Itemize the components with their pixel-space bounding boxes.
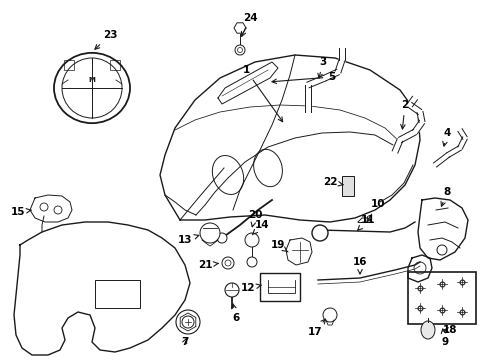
Circle shape (246, 257, 257, 267)
Text: M: M (88, 77, 95, 83)
Polygon shape (218, 62, 278, 104)
Text: 23: 23 (95, 30, 117, 49)
Circle shape (176, 310, 200, 334)
Circle shape (323, 308, 336, 322)
Polygon shape (398, 129, 416, 143)
Text: 14: 14 (252, 220, 269, 235)
Polygon shape (305, 85, 310, 112)
Polygon shape (412, 120, 424, 134)
Text: 16: 16 (352, 257, 366, 274)
Text: 15: 15 (11, 207, 31, 217)
Polygon shape (446, 146, 460, 157)
Polygon shape (323, 69, 339, 81)
Circle shape (217, 233, 226, 243)
Bar (110, 60, 120, 70)
Polygon shape (416, 111, 424, 123)
Text: 10: 10 (366, 199, 385, 222)
Text: 6: 6 (231, 304, 239, 323)
Polygon shape (338, 48, 345, 60)
Text: 13: 13 (177, 235, 199, 245)
Polygon shape (457, 137, 466, 149)
Circle shape (224, 283, 239, 297)
Text: 7: 7 (181, 337, 188, 347)
Text: 2: 2 (400, 100, 408, 129)
Bar (260, 273, 299, 301)
Polygon shape (407, 103, 421, 114)
Circle shape (222, 257, 234, 269)
Polygon shape (306, 75, 325, 88)
Text: 20: 20 (247, 210, 262, 227)
Text: 17: 17 (307, 319, 325, 337)
Text: 18: 18 (442, 325, 456, 335)
Circle shape (244, 233, 259, 247)
Polygon shape (334, 59, 344, 73)
Text: 22: 22 (322, 177, 343, 187)
Bar (341, 176, 353, 196)
Circle shape (182, 316, 194, 328)
Circle shape (311, 225, 327, 241)
Bar (407, 272, 475, 324)
Text: 3: 3 (317, 57, 326, 78)
Polygon shape (391, 139, 402, 153)
Circle shape (200, 223, 220, 243)
Text: 9: 9 (440, 329, 447, 347)
Polygon shape (234, 23, 245, 33)
Text: 8: 8 (440, 187, 450, 206)
Polygon shape (457, 129, 466, 139)
Polygon shape (407, 96, 417, 107)
Polygon shape (432, 153, 448, 167)
Text: 5: 5 (271, 72, 335, 84)
Text: 19: 19 (270, 240, 287, 252)
Ellipse shape (420, 321, 434, 339)
Text: 24: 24 (241, 13, 257, 36)
Bar (95, 280, 140, 308)
Text: 12: 12 (240, 283, 261, 293)
Text: 1: 1 (242, 65, 282, 122)
Bar (64, 60, 74, 70)
Text: 4: 4 (442, 128, 450, 146)
Text: 11: 11 (357, 215, 374, 230)
Circle shape (235, 45, 244, 55)
Text: 21: 21 (197, 260, 218, 270)
